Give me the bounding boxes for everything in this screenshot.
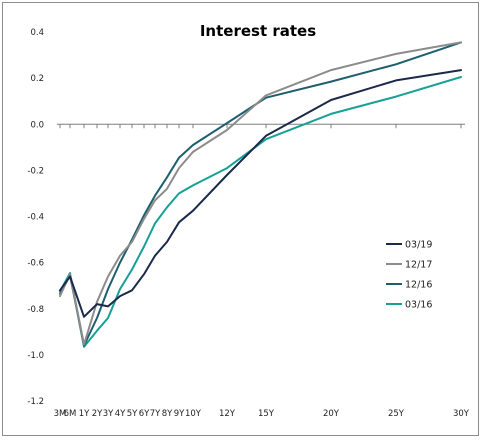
x-tick-label: 6Y (139, 409, 150, 419)
x-tick-label: 3M (54, 409, 67, 419)
x-tick-label: 4Y (115, 409, 126, 419)
series-line-03-16 (59, 76, 462, 348)
y-tick-label: -0.6 (27, 259, 44, 269)
y-tick-label: -0.4 (27, 213, 44, 223)
y-tick-label: -1.0 (27, 351, 44, 361)
chart-title: Interest rates (200, 22, 316, 40)
x-tick-label: 8Y (162, 409, 173, 419)
series-lines (59, 41, 462, 348)
y-tick-label: -0.2 (27, 166, 44, 176)
x-tick-label: 1Y (79, 409, 90, 419)
x-tick-label: 5Y (127, 409, 138, 419)
series-line-12-16 (59, 41, 462, 347)
legend-label: 03/19 (405, 240, 432, 251)
legend-label: 12/16 (405, 280, 432, 291)
series-line-03-19 (59, 69, 462, 318)
legend: 03/19 12/17 12/16 03/16 (386, 240, 432, 311)
chart-frame (2, 2, 479, 436)
x-tick-label: 3Y (103, 409, 114, 419)
x-tick-label: 12Y (219, 409, 236, 419)
x-tick-label: 7Y (150, 409, 161, 419)
y-tick-label: 0.2 (30, 74, 44, 84)
y-tick-label: -0.8 (27, 305, 44, 315)
x-tick-label: 25Y (388, 409, 405, 419)
x-tick-label: 6M (64, 409, 77, 419)
x-tick-label: 10Y (185, 409, 202, 419)
y-axis: 0.4 0.2 0.0 -0.2 -0.4 -0.6 -0.8 -1.0 -1.2 (27, 28, 44, 407)
legend-label: 03/16 (405, 300, 432, 311)
legend-label: 12/17 (405, 260, 432, 271)
series-line-12-17 (59, 41, 462, 346)
y-tick-label: 0.4 (30, 28, 44, 38)
x-tick-label: 9Y (174, 409, 185, 419)
x-tick-label: 30Y (453, 409, 470, 419)
y-tick-label: -1.2 (27, 397, 44, 407)
x-tick-label: 2Y (92, 409, 103, 419)
x-tick-label: 20Y (323, 409, 340, 419)
x-tick-label: 15Y (258, 409, 275, 419)
y-tick-label: 0.0 (30, 120, 44, 130)
